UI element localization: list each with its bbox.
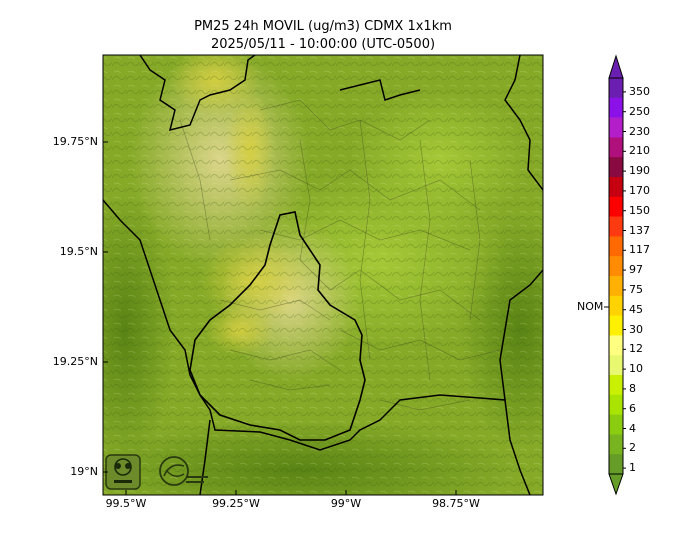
colorbar-label: 117 <box>629 243 650 257</box>
colorbar-label: 10 <box>629 362 643 376</box>
colorbar-segment <box>609 454 623 475</box>
colorbar-segment <box>609 295 623 316</box>
lon-label-99-5: 99.5°W <box>105 497 147 510</box>
colorbar-label: 75 <box>629 282 643 296</box>
colorbar-segment <box>609 117 623 138</box>
lon-label-99: 99°W <box>330 497 362 510</box>
colorbar-label: 97 <box>629 263 643 277</box>
colorbar-segment <box>609 375 623 396</box>
terrain-relief <box>103 55 543 495</box>
colorbar-segment <box>609 236 623 257</box>
colorbar-label: 230 <box>629 124 650 138</box>
colorbar-label: 190 <box>629 164 650 178</box>
plot-title: PM25 24h MOVIL (ug/m3) CDMX 1x1km <box>194 19 452 34</box>
colorbar-label: 30 <box>629 322 643 336</box>
colorbar-segment <box>609 196 623 217</box>
colorbar-label: 1 <box>629 461 636 475</box>
lon-ticks <box>125 490 457 495</box>
lon-label-98-75: 98.75°W <box>432 497 480 510</box>
colorbar-label: 45 <box>629 302 643 316</box>
map-area <box>103 55 543 495</box>
colorbar-segment <box>609 256 623 277</box>
colorbar-segment <box>609 414 623 435</box>
colorbar-segment <box>609 315 623 336</box>
colorbar-segment <box>609 216 623 237</box>
colorbar-segment <box>609 434 623 455</box>
colorbar-segment <box>609 355 623 376</box>
colorbar-segment <box>609 78 623 99</box>
state-borders <box>103 55 543 495</box>
colorbar-segment <box>609 137 623 158</box>
colorbar-segment <box>609 394 623 415</box>
colorbar-label: 6 <box>629 401 636 415</box>
colorbar-top-arrow <box>608 54 624 79</box>
lat-label-19-75: 19.75°N <box>52 135 98 148</box>
colorbar-label: 210 <box>629 144 650 158</box>
colorbar-label: 8 <box>629 381 636 395</box>
plot-subtitle: 2025/05/11 - 10:00:00 (UTC-0500) <box>210 37 436 52</box>
colorbar-label: 137 <box>629 223 650 237</box>
colorbar-segment <box>609 276 623 297</box>
lat-label-19-25: 19.25°N <box>52 355 98 368</box>
lat-label-19-5: 19.5°N <box>59 245 98 258</box>
colorbar-segment <box>609 177 623 198</box>
colorbar-frame <box>608 77 624 475</box>
colorbar-label: 170 <box>629 183 650 197</box>
sedema-logo <box>105 454 141 490</box>
colorbar-bottom-arrow <box>608 473 624 496</box>
map-frame <box>102 54 544 496</box>
colorbar-segment <box>609 97 623 118</box>
cdmx-border <box>189 211 366 441</box>
colorbar <box>604 54 626 496</box>
calidad-del-aire-logo <box>159 456 208 486</box>
colorbar-segment <box>609 157 623 178</box>
colorbar-label: 150 <box>629 203 650 217</box>
lon-label-99-25: 99.25°W <box>212 497 260 510</box>
colorbar-segment <box>609 335 623 356</box>
lat-ticks <box>103 141 108 473</box>
lat-label-19: 19°N <box>70 465 98 478</box>
colorbar-label: 2 <box>629 441 636 455</box>
nom-marker-label: NOM <box>577 300 604 313</box>
colorbar-label: 4 <box>629 421 636 435</box>
colorbar-label: 250 <box>629 104 650 118</box>
colorbar-label: 12 <box>629 342 643 356</box>
colorbar-label: 350 <box>629 84 650 98</box>
